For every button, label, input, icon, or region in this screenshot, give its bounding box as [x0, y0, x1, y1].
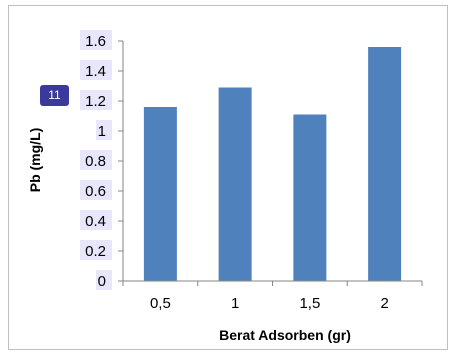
- annotation-badge: 11: [40, 85, 69, 106]
- bar: [293, 114, 327, 281]
- x-axis-title: Berat Adsorben (gr): [219, 327, 351, 343]
- y-tick-label: 1.6: [85, 33, 106, 50]
- y-axis-title: Pb (mg/L): [27, 128, 43, 193]
- y-tick-label: 0.4: [85, 213, 106, 230]
- y-tick-label: 0: [98, 273, 106, 290]
- y-tick-label: 0.8: [85, 153, 106, 170]
- y-tick-highlight: [80, 30, 112, 50]
- y-tick-label: 1.2: [85, 93, 106, 110]
- tick-label-highlights: [80, 30, 112, 290]
- y-tick-label: 0.6: [85, 183, 106, 200]
- axes: [118, 40, 423, 286]
- x-tick-label: 0,5: [150, 295, 171, 312]
- x-tick-label: 2: [380, 295, 388, 312]
- y-tick-highlight: [80, 90, 112, 110]
- chart-frame: [8, 5, 448, 350]
- y-tick-highlight: [80, 180, 112, 200]
- bar: [143, 107, 177, 281]
- x-tick-label: 1: [231, 295, 239, 312]
- y-tick-highlight: [96, 270, 112, 290]
- bar: [368, 47, 402, 281]
- tick-labels: 0 0.2 0.4 0.6 0.8 1 1.2 1.4 1.6 0,5 1 1,5 2: [85, 33, 389, 312]
- bar: [218, 87, 252, 281]
- x-tick-label: 1,5: [299, 295, 320, 312]
- y-tick-highlight: [80, 60, 112, 80]
- y-tick-highlight: [80, 240, 112, 260]
- y-tick-label: 0.2: [85, 243, 106, 260]
- y-tick-label: 1: [98, 123, 106, 140]
- y-tick-highlight: [80, 210, 112, 230]
- bars: [143, 47, 402, 281]
- y-tick-label: 1.4: [85, 63, 106, 80]
- y-tick-highlight: [96, 120, 112, 140]
- y-tick-highlight: [80, 150, 112, 170]
